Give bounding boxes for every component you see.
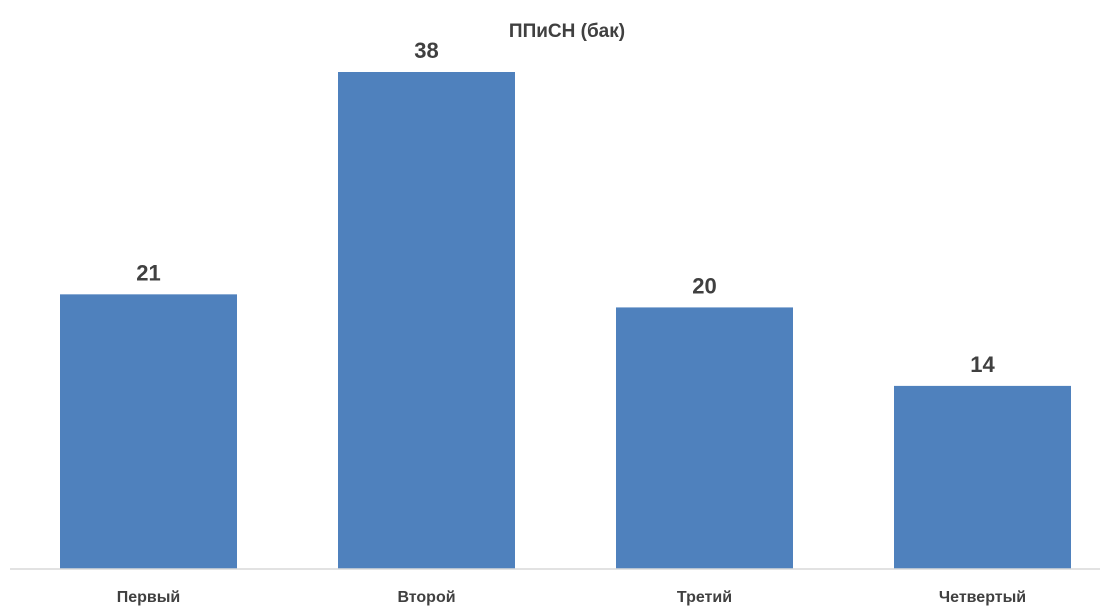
data-label-1: 21: [136, 260, 160, 285]
data-label-3: 20: [692, 273, 716, 298]
bar-2: [338, 72, 515, 569]
data-label-4: 14: [970, 352, 995, 377]
data-label-2: 38: [414, 38, 438, 63]
bar-3: [616, 307, 793, 569]
bar-4: [894, 385, 1071, 569]
x-tick-label-4: Четвертый: [939, 589, 1026, 606]
bars-group: [60, 72, 1071, 569]
x-tick-label-2: Второй: [397, 589, 455, 606]
x-tick-label-1: Первый: [117, 589, 181, 606]
bar-1: [60, 294, 237, 569]
data-labels-group: 21 38 20 14: [136, 38, 995, 377]
x-tick-label-3: Третий: [677, 589, 732, 606]
x-tick-labels-group: Первый Второй Третий Четвертый: [117, 589, 1026, 606]
chart-title: ППиСН (бак): [509, 21, 625, 42]
